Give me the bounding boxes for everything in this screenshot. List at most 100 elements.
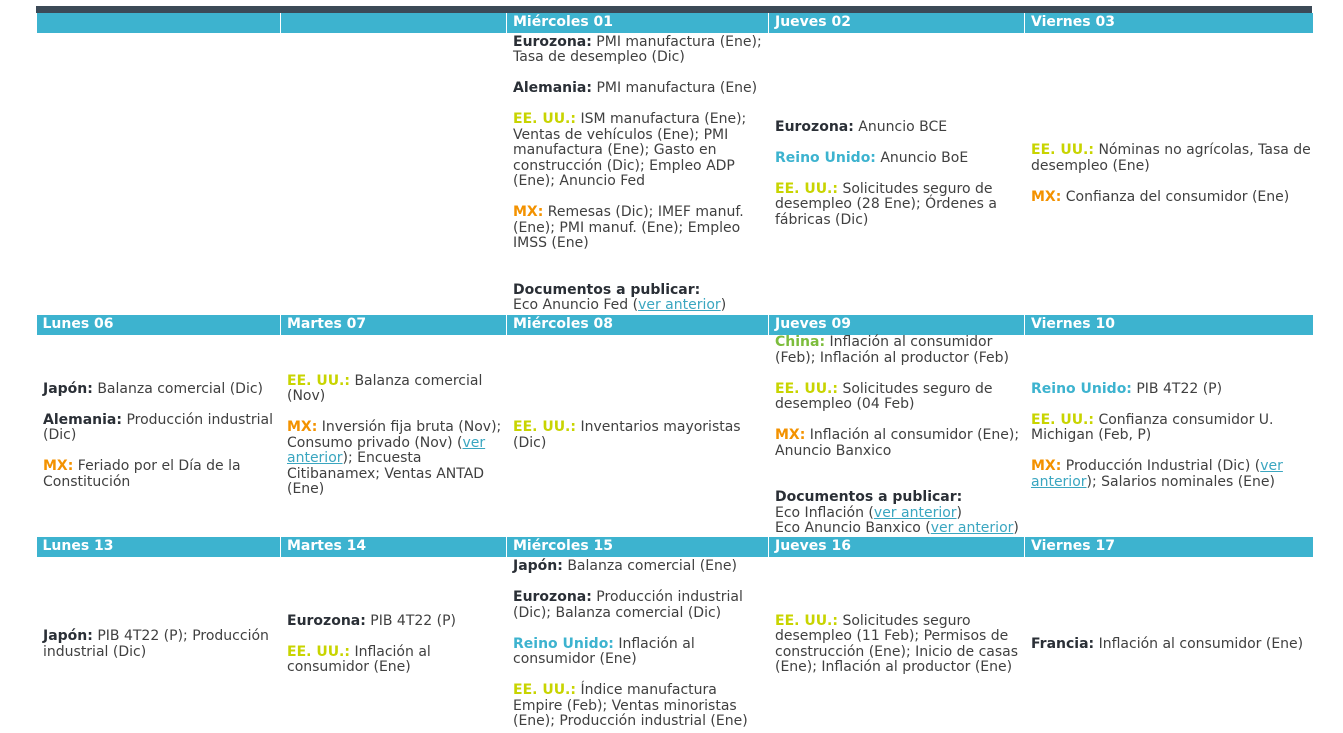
event-text: Producción Industrial (Dic) ( bbox=[1065, 458, 1261, 474]
country-label: EE. UU.: bbox=[1031, 411, 1094, 428]
document-item: Eco Anuncio Fed (ver anterior) bbox=[513, 297, 768, 314]
event-text: Índice manufactura Empire (Feb); Ventas … bbox=[513, 682, 748, 730]
week-body-row: Japón: PIB 4T22 (P); Producción industri… bbox=[36, 556, 1313, 733]
event-entry: EE. UU.: Nóminas no agrícolas, Tasa de d… bbox=[1031, 142, 1313, 174]
country-label: EE. UU.: bbox=[513, 419, 576, 436]
document-name: Eco Anuncio Banxico ( bbox=[775, 520, 931, 536]
country-label: Eurozona: bbox=[513, 589, 592, 606]
country-label: MX: bbox=[287, 419, 318, 436]
day-header: Jueves 02 bbox=[768, 13, 1025, 33]
documents-title: Documentos a publicar: bbox=[775, 489, 963, 505]
week-body-row: Japón: Balanza comercial (Dic) Alemania: … bbox=[36, 334, 1313, 537]
event-entry: Eurozona: PIB 4T22 (P) bbox=[287, 612, 506, 630]
event-text: Confianza consumidor U. Michigan (Feb, P… bbox=[1031, 411, 1274, 443]
day-cell bbox=[36, 33, 281, 315]
event-entry: EE. UU.: ISM manufactura (Ene); Ventas d… bbox=[513, 111, 768, 190]
week-header-row: Miércoles 01 Jueves 02 Viernes 03 bbox=[36, 13, 1313, 33]
event-entry: MX: Feriado por el Día de la Constitució… bbox=[43, 458, 280, 490]
event-entry: EE. UU.: Inventarios mayoristas (Dic) bbox=[513, 420, 768, 451]
day-header: Jueves 09 bbox=[768, 315, 1025, 335]
day-cell: Eurozona: Anuncio BCE Reino Unido: Anunci… bbox=[768, 33, 1025, 315]
event-entry: MX: Confianza del consumidor (Ene) bbox=[1031, 188, 1313, 206]
event-text-after: ); Encuesta Citibanamex; Ventas ANTAD (E… bbox=[287, 450, 485, 498]
document-suffix: ) bbox=[956, 504, 963, 521]
day-cell: EE. UU.: Balanza comercial (Nov) MX: Inve… bbox=[280, 335, 507, 537]
ver-anterior-link[interactable]: ver anterior bbox=[1031, 458, 1283, 490]
country-label: Japón: bbox=[43, 380, 93, 397]
event-text: PMI manufactura (Ene); Tasa de desempleo… bbox=[513, 33, 762, 65]
ver-anterior-link[interactable]: ver anterior bbox=[287, 434, 486, 467]
event-entry: EE. UU.: Solicitudes seguro desempleo (1… bbox=[775, 612, 1024, 676]
event-text: Producción industrial (Dic); Balanza com… bbox=[513, 589, 743, 621]
country-label: EE. UU.: bbox=[775, 180, 838, 197]
day-cell: Japón: PIB 4T22 (P); Producción industri… bbox=[36, 556, 281, 733]
ver-anterior-link[interactable]: ver anterior bbox=[873, 504, 957, 521]
day-header: Viernes 10 bbox=[1024, 315, 1313, 335]
country-label: EE. UU.: bbox=[513, 682, 576, 699]
country-label: EE. UU.: bbox=[287, 643, 350, 660]
event-text: PIB 4T22 (P) bbox=[1136, 380, 1223, 397]
day-cell: Francia: Inflación al consumidor (Ene) bbox=[1024, 556, 1313, 733]
event-entry: MX: Inversión fija bruta (Nov); Consumo … bbox=[287, 420, 506, 498]
day-header: Miércoles 01 bbox=[506, 13, 769, 33]
day-header: Viernes 17 bbox=[1024, 536, 1313, 557]
country-label: Japón: bbox=[513, 558, 563, 575]
event-entry: Eurozona: PMI manufactura (Ene); Tasa de… bbox=[513, 33, 768, 66]
day-header: Jueves 16 bbox=[768, 536, 1025, 557]
event-entry: EE. UU.: Inflación al consumidor (Ene) bbox=[287, 643, 506, 676]
country-label: EE. UU.: bbox=[775, 612, 838, 629]
event-entry: MX: Remesas (Dic); IMEF manuf. (Ene); PM… bbox=[513, 204, 768, 252]
day-header: Lunes 13 bbox=[36, 536, 281, 557]
event-text: Anuncio BCE bbox=[858, 118, 948, 135]
event-text: ISM manufactura (Ene); Ventas de vehícul… bbox=[513, 111, 747, 189]
country-label: Reino Unido: bbox=[513, 635, 614, 652]
event-text: Solicitudes seguro de desempleo (28 Ene)… bbox=[775, 180, 997, 228]
country-label: MX: bbox=[1031, 458, 1062, 474]
week-header-row: Lunes 13 Martes 14 Miércoles 15 Jueves 16 Vi… bbox=[36, 536, 1313, 557]
day-cell: Japón: Balanza comercial (Dic) Alemania: … bbox=[36, 335, 281, 537]
event-text: Balanza comercial (Dic) bbox=[97, 380, 263, 397]
country-label: EE. UU.: bbox=[513, 111, 576, 127]
event-text: Inflación al consumidor (Ene) bbox=[1098, 635, 1304, 652]
country-label: Reino Unido: bbox=[1031, 380, 1132, 397]
day-cell: Reino Unido: PIB 4T22 (P) EE. UU.: Confia… bbox=[1024, 335, 1313, 537]
country-label: Japón: bbox=[43, 628, 93, 644]
country-label: Eurozona: bbox=[775, 118, 854, 135]
event-entry: Eurozona: Anuncio BCE bbox=[775, 118, 1024, 136]
event-entry: Japón: Balanza comercial (Dic) bbox=[43, 380, 280, 398]
event-entry: Reino Unido: Inflación al consumidor (En… bbox=[513, 635, 768, 668]
country-label: Eurozona: bbox=[513, 33, 592, 50]
day-cell: EE. UU.: Solicitudes seguro desempleo (1… bbox=[768, 556, 1025, 733]
event-entry: MX: Producción Industrial (Dic) (ver ant… bbox=[1031, 458, 1313, 490]
event-text: Feriado por el Día de la Constitución bbox=[43, 458, 241, 490]
ver-anterior-link[interactable]: ver anterior bbox=[638, 297, 721, 313]
day-header: Martes 07 bbox=[280, 315, 507, 335]
event-entry: Alemania: PMI manufactura (Ene) bbox=[513, 80, 768, 97]
day-header bbox=[280, 13, 507, 33]
event-text: Inversión fija bruta (Nov); Consumo priv… bbox=[287, 419, 502, 451]
document-suffix: ) bbox=[1013, 520, 1019, 536]
country-label: Reino Unido: bbox=[775, 149, 876, 166]
day-header: Lunes 06 bbox=[36, 315, 281, 335]
day-cell: EE. UU.: Nóminas no agrícolas, Tasa de d… bbox=[1024, 33, 1313, 315]
day-header: Miércoles 15 bbox=[506, 536, 769, 557]
event-entry: China: Inflación al consumidor (Feb); In… bbox=[775, 334, 1024, 366]
day-header: Viernes 03 bbox=[1024, 13, 1313, 33]
event-text: Balanza comercial (Ene) bbox=[567, 558, 737, 575]
event-entry: Reino Unido: PIB 4T22 (P) bbox=[1031, 380, 1313, 398]
documents-block: Documentos a publicar: Eco Anuncio Fed (v… bbox=[513, 281, 768, 314]
week-header-row: Lunes 06 Martes 07 Miércoles 08 Jueves 09 Vi… bbox=[36, 315, 1313, 335]
documents-title: Documentos a publicar: bbox=[513, 281, 701, 298]
event-entry: Japón: PIB 4T22 (P); Producción industri… bbox=[43, 628, 280, 660]
country-label: MX: bbox=[43, 458, 74, 474]
country-label: MX: bbox=[513, 204, 544, 220]
event-text: Confianza del consumidor (Ene) bbox=[1065, 188, 1290, 205]
day-cell: EE. UU.: Inventarios mayoristas (Dic) bbox=[506, 335, 769, 537]
country-label: Francia: bbox=[1031, 635, 1095, 652]
event-text: PMI manufactura (Ene) bbox=[596, 80, 758, 96]
week-body-row: Eurozona: PMI manufactura (Ene); Tasa de… bbox=[36, 33, 1313, 315]
country-label: Eurozona: bbox=[287, 612, 366, 629]
event-text: Inventarios mayoristas (Dic) bbox=[513, 419, 741, 451]
ver-anterior-link[interactable]: ver anterior bbox=[930, 520, 1014, 536]
event-entry: EE. UU.: Confianza consumidor U. Michiga… bbox=[1031, 411, 1313, 444]
